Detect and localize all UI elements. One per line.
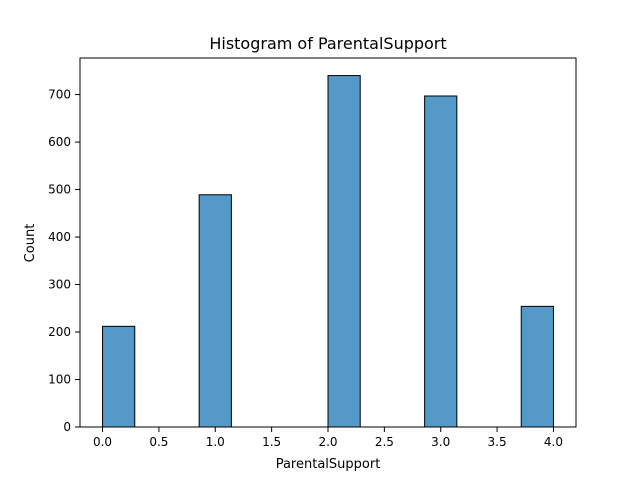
y-tick-label-2: 200 — [48, 325, 71, 339]
histogram-bar-3 — [198, 194, 232, 428]
y-tick-label-4: 400 — [48, 230, 71, 244]
y-axis-label: Count — [23, 224, 38, 263]
chart-title: Histogram of ParentalSupport — [209, 34, 446, 53]
x-tick-label-8: 4.0 — [544, 435, 563, 449]
plot-frame — [79, 57, 577, 428]
x-tick-label-7: 3.5 — [488, 435, 507, 449]
y-tick-label-3: 300 — [48, 278, 71, 292]
y-tick-label-1: 100 — [48, 373, 71, 387]
x-axis-label: ParentalSupport — [276, 457, 381, 472]
histogram-bar-7 — [327, 75, 361, 428]
x-tick-label-4: 2.0 — [318, 435, 337, 449]
y-tick-label-6: 600 — [48, 135, 71, 149]
x-tick-label-3: 1.5 — [262, 435, 281, 449]
histogram-bar-0 — [102, 325, 136, 428]
y-tick-label-0: 0 — [63, 420, 71, 434]
y-tick-label-7: 700 — [48, 88, 71, 102]
x-tick-label-6: 3.0 — [431, 435, 450, 449]
histogram-bar-10 — [424, 95, 458, 428]
x-tick-label-2: 1.0 — [206, 435, 225, 449]
y-tick-label-5: 500 — [48, 183, 71, 197]
x-tick-label-5: 2.5 — [375, 435, 394, 449]
plot-area: 0.0 0.5 1.0 1.5 2.0 2.5 3.0 3.5 4.0 0 100 200 300 400… — [48, 57, 577, 449]
histogram-bar-13 — [520, 305, 554, 428]
x-tick-label-0: 0.0 — [93, 435, 112, 449]
x-tick-label-1: 0.5 — [149, 435, 168, 449]
